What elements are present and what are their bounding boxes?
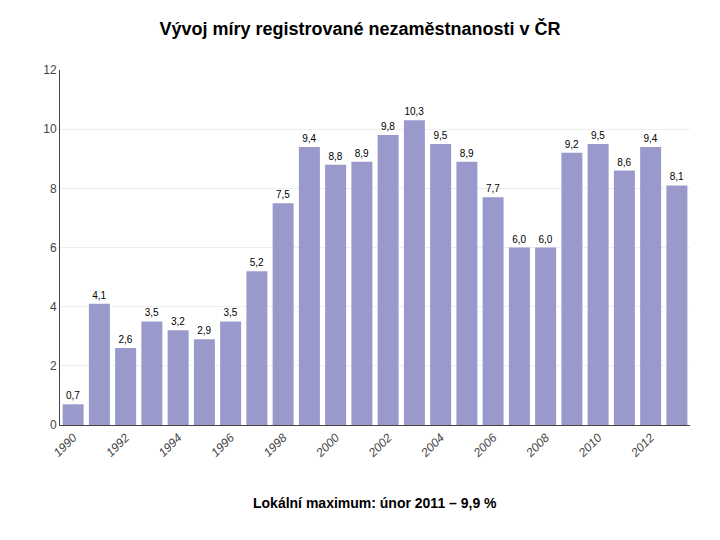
svg-text:1996: 1996 bbox=[208, 431, 237, 460]
svg-text:Lokální maximum: únor 2011 – 9: Lokální maximum: únor 2011 – 9,9 % bbox=[253, 495, 497, 511]
svg-text:6: 6 bbox=[50, 241, 57, 255]
svg-text:8: 8 bbox=[50, 182, 57, 196]
svg-text:9,5: 9,5 bbox=[591, 130, 605, 141]
svg-text:0: 0 bbox=[50, 418, 57, 432]
svg-text:1992: 1992 bbox=[103, 431, 132, 460]
svg-text:7,7: 7,7 bbox=[486, 183, 500, 194]
svg-text:9,2: 9,2 bbox=[565, 139, 579, 150]
svg-text:9,5: 9,5 bbox=[433, 130, 447, 141]
svg-text:8,6: 8,6 bbox=[617, 157, 631, 168]
svg-text:10: 10 bbox=[43, 122, 57, 136]
svg-text:4: 4 bbox=[50, 300, 57, 314]
svg-text:8,9: 8,9 bbox=[355, 148, 369, 159]
svg-text:10,3: 10,3 bbox=[404, 106, 424, 117]
svg-text:1998: 1998 bbox=[261, 431, 290, 460]
svg-text:2008: 2008 bbox=[523, 431, 553, 461]
svg-text:8,8: 8,8 bbox=[328, 151, 342, 162]
svg-text:9,8: 9,8 bbox=[381, 121, 395, 132]
svg-text:2004: 2004 bbox=[418, 431, 448, 461]
svg-text:6,0: 6,0 bbox=[512, 234, 526, 245]
svg-text:7,5: 7,5 bbox=[276, 189, 290, 200]
svg-text:3,5: 3,5 bbox=[223, 307, 237, 318]
svg-text:9,4: 9,4 bbox=[302, 133, 316, 144]
svg-text:2,6: 2,6 bbox=[118, 334, 132, 345]
svg-text:3,2: 3,2 bbox=[171, 316, 185, 327]
svg-text:9,4: 9,4 bbox=[643, 133, 657, 144]
svg-text:2000: 2000 bbox=[313, 431, 343, 461]
svg-text:8,1: 8,1 bbox=[670, 171, 684, 182]
svg-text:2002: 2002 bbox=[365, 431, 395, 461]
svg-text:2010: 2010 bbox=[575, 431, 605, 461]
svg-text:5,2: 5,2 bbox=[250, 257, 264, 268]
svg-text:0,7: 0,7 bbox=[66, 390, 80, 401]
svg-text:1994: 1994 bbox=[156, 431, 185, 460]
svg-text:3,5: 3,5 bbox=[145, 307, 159, 318]
svg-text:2006: 2006 bbox=[470, 431, 500, 461]
svg-text:2012: 2012 bbox=[628, 431, 658, 461]
svg-text:2: 2 bbox=[50, 359, 57, 373]
svg-text:1990: 1990 bbox=[51, 431, 80, 460]
svg-text:12: 12 bbox=[43, 63, 57, 77]
svg-text:4,1: 4,1 bbox=[92, 290, 106, 301]
svg-text:2,9: 2,9 bbox=[197, 325, 211, 336]
svg-text:Vývoj míry registrované nezamě: Vývoj míry registrované nezaměstnanosti … bbox=[159, 18, 560, 39]
svg-text:6,0: 6,0 bbox=[538, 234, 552, 245]
svg-text:8,9: 8,9 bbox=[460, 148, 474, 159]
